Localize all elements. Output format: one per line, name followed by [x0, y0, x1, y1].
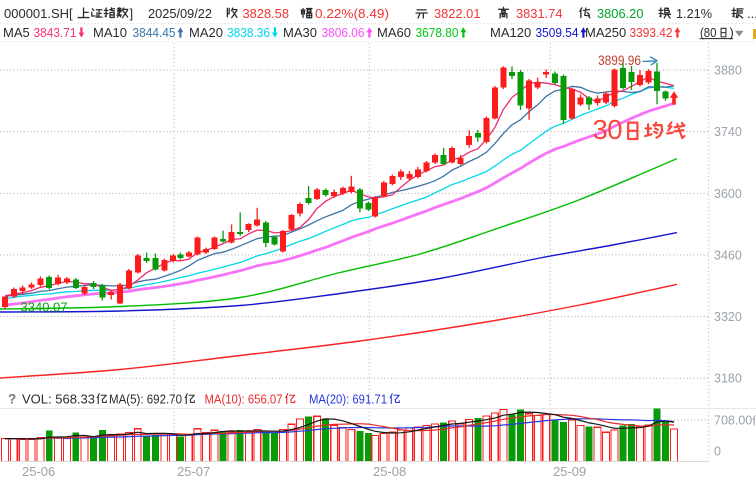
svg-text:MA(10): 656.07: MA(10): 656.07 — [205, 392, 283, 407]
svg-text:3806.20: 3806.20 — [597, 6, 644, 21]
svg-text:(80: (80 — [700, 25, 717, 40]
svg-text:MA30: MA30 — [283, 25, 317, 40]
svg-text:3880: 3880 — [714, 64, 742, 78]
svg-text:3740: 3740 — [714, 125, 742, 139]
svg-text:MA120: MA120 — [490, 25, 531, 40]
svg-text:25-09: 25-09 — [553, 464, 586, 479]
svg-text:3460: 3460 — [714, 248, 742, 262]
svg-text:25-08: 25-08 — [373, 464, 406, 479]
svg-text:3600: 3600 — [714, 187, 742, 201]
svg-text:MA60: MA60 — [377, 25, 411, 40]
svg-text:MA250: MA250 — [585, 25, 626, 40]
svg-text:]: ] — [130, 6, 134, 21]
svg-text:3340.07: 3340.07 — [21, 300, 68, 315]
svg-text:3828.58: 3828.58 — [243, 6, 290, 21]
svg-text:0: 0 — [714, 445, 721, 459]
svg-text:...: ... — [747, 6, 756, 21]
svg-text:3844.45: 3844.45 — [133, 25, 176, 40]
svg-text:?: ? — [8, 392, 16, 407]
svg-text:MA10: MA10 — [93, 25, 127, 40]
svg-text:MA(20): 691.71: MA(20): 691.71 — [309, 392, 387, 407]
svg-text:0.22%(8.49): 0.22%(8.49) — [315, 6, 389, 21]
svg-text:3806.06: 3806.06 — [322, 25, 365, 40]
svg-text:VOL: 568.33: VOL: 568.33 — [22, 392, 95, 407]
svg-text:708.00: 708.00 — [714, 414, 752, 428]
svg-text:3822.01: 3822.01 — [434, 6, 481, 21]
svg-text:MA(5): 692.70: MA(5): 692.70 — [109, 392, 182, 407]
svg-text:25-07: 25-07 — [177, 464, 210, 479]
svg-text:2025/09/22: 2025/09/22 — [148, 6, 212, 21]
svg-text:3831.74: 3831.74 — [516, 6, 563, 21]
svg-text:3320: 3320 — [714, 310, 742, 324]
svg-text:30: 30 — [593, 114, 623, 145]
svg-text:MA5: MA5 — [3, 25, 30, 40]
svg-text:MA20: MA20 — [189, 25, 223, 40]
svg-text:1.21%: 1.21% — [676, 6, 712, 21]
svg-text:3180: 3180 — [714, 372, 742, 386]
svg-text:000001.SH[: 000001.SH[ — [4, 6, 73, 21]
svg-text:3393.42: 3393.42 — [630, 25, 673, 40]
svg-text:25-06: 25-06 — [22, 464, 55, 479]
svg-text:3843.71: 3843.71 — [34, 25, 77, 40]
svg-text:3899.96: 3899.96 — [598, 52, 641, 68]
svg-text:3509.54: 3509.54 — [536, 25, 579, 40]
svg-text:): ) — [730, 25, 734, 40]
svg-text:3678.80: 3678.80 — [416, 25, 459, 40]
svg-text:3838.36: 3838.36 — [227, 25, 270, 40]
